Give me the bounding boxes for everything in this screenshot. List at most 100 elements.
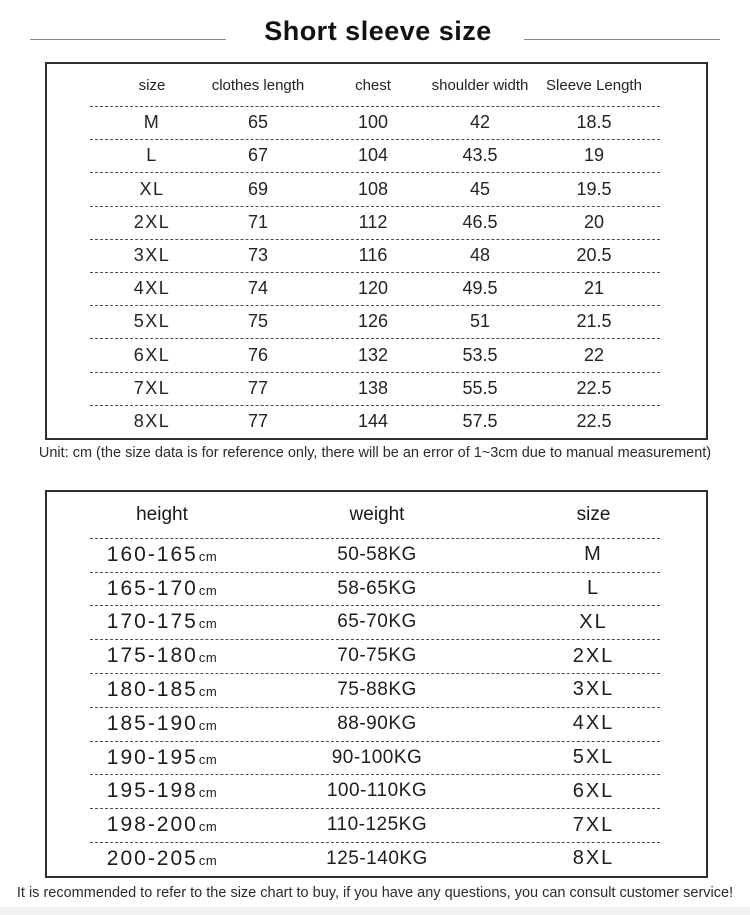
height-range: 198-200 (106, 813, 198, 837)
title-decor-line-left (30, 38, 227, 40)
size-table-cell: 22.5 (576, 410, 612, 431)
size-table-cell: 22 (583, 344, 605, 365)
height-cell: 160-165cm (47, 538, 277, 572)
size-table-cell: M (143, 112, 161, 133)
fit-table-row: 190-195cm 90-100KG 5XL (47, 740, 706, 775)
size-table-cell: 126 (357, 311, 389, 332)
height-cell: 195-198cm (47, 774, 277, 808)
size-table-cell: 100 (357, 112, 389, 133)
height-cell: 165-170cm (47, 572, 277, 606)
size-table-cell: 42 (469, 112, 491, 133)
size-table-row: 4XL 74 120 49.5 21 (47, 272, 706, 305)
height-unit: cm (198, 751, 218, 767)
size-table-cell: 48 (469, 244, 491, 265)
height-cell: 200-205cm (47, 842, 277, 876)
fit-table-row: 175-180cm 70-75KG 2XL (47, 639, 706, 673)
size-table-cell: 65 (247, 112, 269, 133)
size-table-cell: 116 (358, 244, 388, 265)
fit-table-row: 165-170cm 58-65KG L (47, 571, 706, 606)
height-range: 165-170 (106, 576, 198, 600)
weight-cell: 88-90KG (337, 712, 417, 734)
size-table-row: 5XL 75 126 51 21.5 (47, 305, 706, 338)
size-table-cell: 120 (357, 278, 389, 299)
height-range: 175-180 (106, 644, 198, 668)
size-table-cell: 53.5 (462, 344, 498, 365)
height-cell: 180-185cm (47, 673, 277, 707)
size-table-cell: 4XL (133, 278, 171, 299)
size-table-cell: 71 (247, 211, 269, 232)
height-range: 160-165 (106, 542, 198, 566)
unit-note: Unit: cm (the size data is for reference… (38, 445, 712, 461)
size-cell: 5XL (572, 746, 615, 769)
size-table-cell: XL (139, 178, 165, 199)
size-table-cell: 5XL (133, 311, 171, 332)
size-table-cell: 51 (469, 311, 491, 332)
size-table-header-shoulder-width: shoulder width (431, 76, 529, 94)
size-table-row: M 65 100 42 18.5 (47, 106, 706, 139)
size-table-cell: 22.5 (576, 377, 612, 398)
size-cell: L (586, 577, 601, 600)
weight-cell: 110-125KG (326, 814, 428, 836)
size-table-cell: 21.5 (576, 311, 612, 332)
size-cell: 7XL (572, 813, 615, 836)
fit-table: height weight size 160-165cm 50-58KG M 165-… (45, 489, 708, 878)
size-cell: XL (579, 610, 608, 633)
size-cell: 3XL (572, 678, 615, 701)
height-unit: cm (198, 717, 218, 733)
fit-table-header-row: height weight size (47, 492, 706, 538)
height-range: 180-185 (106, 677, 198, 701)
height-unit: cm (198, 819, 218, 835)
size-table-cell: 76 (247, 344, 269, 365)
size-table-header-sleeve-length: Sleeve Length (546, 76, 642, 94)
weight-cell: 90-100KG (331, 746, 423, 768)
fit-table-row: 185-190cm 88-90KG 4XL (47, 706, 706, 741)
size-cell: 6XL (572, 779, 615, 802)
size-table-cell: 77 (247, 377, 269, 398)
size-table: size clothes length chest shoulder width… (45, 62, 708, 440)
size-table-header-size: size (138, 76, 166, 94)
size-table-cell: 74 (247, 278, 269, 299)
size-table-cell: 77 (247, 410, 269, 431)
fit-table-header-size: size (576, 503, 611, 525)
size-table-cell: 18.5 (576, 112, 612, 133)
size-table-row: 6XL 76 132 53.5 22 (47, 338, 706, 371)
height-range: 190-195 (106, 745, 198, 769)
height-range: 185-190 (106, 711, 198, 735)
size-table-cell: 2XL (133, 211, 171, 232)
page-title: Short sleeve size (264, 15, 492, 46)
fit-table-row: 170-175cm 65-70KG XL (47, 605, 706, 639)
height-cell: 175-180cm (47, 639, 277, 673)
weight-cell: 125-140KG (326, 847, 428, 869)
title-decor-line-right (523, 38, 720, 40)
size-table-cell: 8XL (133, 410, 171, 431)
fit-table-row: 200-205cm 125-140KG 8XL (47, 842, 706, 876)
size-table-cell: 20 (583, 211, 605, 232)
size-table-cell: 132 (357, 344, 389, 365)
size-table-row: 8XL 77 144 57.5 22.5 (47, 404, 706, 438)
size-table-cell: 19.5 (576, 178, 612, 199)
size-table-cell: 108 (357, 178, 389, 199)
bottom-strip (0, 907, 750, 915)
size-table-row: 7XL 77 138 55.5 22.5 (47, 371, 706, 405)
height-cell: 170-175cm (47, 605, 277, 639)
height-unit: cm (198, 683, 218, 699)
size-table-cell: 57.5 (462, 410, 498, 431)
size-table-cell: 138 (357, 377, 389, 398)
height-unit: cm (198, 650, 218, 666)
size-table-row: XL 69 108 45 19.5 (47, 172, 706, 205)
height-unit: cm (198, 582, 218, 598)
height-unit: cm (198, 548, 218, 564)
size-table-cell: 67 (247, 145, 269, 166)
size-table-cell: 104 (357, 145, 389, 166)
size-table-cell: 73 (247, 244, 269, 265)
fit-table-row: 198-200cm 110-125KG 7XL (47, 808, 706, 842)
size-table-header-chest: chest (355, 76, 391, 94)
height-unit: cm (198, 852, 218, 868)
fit-table-row: 160-165cm 50-58KG M (47, 537, 706, 572)
size-table-cell: 20.5 (576, 244, 612, 265)
size-cell: M (584, 543, 603, 566)
fit-table-row: 180-185cm 75-88KG 3XL (47, 673, 706, 707)
size-table-row: 3XL 73 116 48 20.5 (47, 238, 706, 272)
height-range: 170-175 (106, 610, 198, 634)
